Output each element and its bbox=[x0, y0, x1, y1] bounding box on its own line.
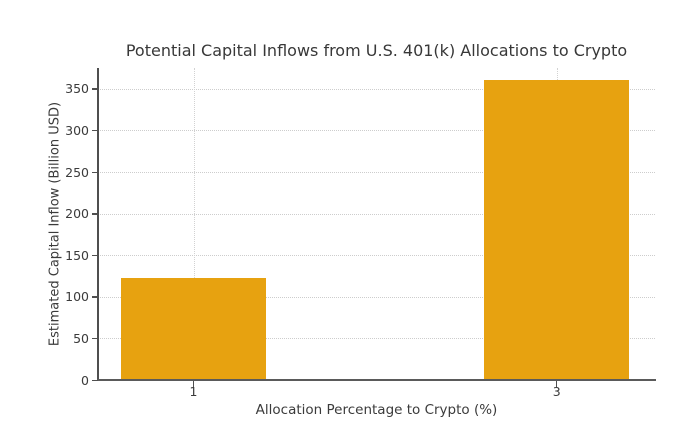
chart-title: Potential Capital Inflows from U.S. 401(… bbox=[125, 41, 628, 60]
x-axis-title: Allocation Percentage to Crypto (%) bbox=[255, 402, 498, 418]
horizontal-gridline bbox=[98, 130, 655, 132]
y-tick-mark bbox=[91, 254, 98, 257]
y-tick-mark bbox=[91, 337, 98, 340]
x-tick-mark bbox=[192, 381, 195, 387]
y-tick-mark bbox=[91, 379, 98, 381]
y-tick-mark bbox=[91, 213, 98, 215]
y-tick-label: 200 bbox=[65, 206, 89, 222]
y-tick-label: 350 bbox=[65, 81, 89, 97]
y-tick-label: 300 bbox=[65, 122, 89, 138]
horizontal-gridline bbox=[98, 296, 655, 298]
bar-1-percent bbox=[120, 278, 267, 380]
y-axis-title: Estimated Capital Inflow (Billion USD) bbox=[47, 101, 63, 347]
y-tick-mark bbox=[91, 171, 98, 173]
y-tick-mark bbox=[91, 296, 98, 298]
horizontal-gridline bbox=[98, 338, 655, 340]
y-tick-label: 100 bbox=[65, 289, 89, 305]
vertical-gridline bbox=[193, 68, 195, 380]
y-tick-label: 0 bbox=[81, 372, 89, 388]
x-tick-label: 3 bbox=[552, 384, 561, 399]
x-tick-label: 1 bbox=[189, 384, 198, 399]
y-tick-label: 150 bbox=[65, 247, 89, 263]
y-tick-mark bbox=[91, 129, 98, 132]
y-tick-label: 50 bbox=[73, 330, 89, 346]
horizontal-gridline bbox=[98, 172, 655, 173]
horizontal-gridline bbox=[98, 255, 655, 257]
plot-area bbox=[98, 68, 655, 380]
horizontal-gridline bbox=[98, 213, 655, 215]
y-tick-label: 250 bbox=[65, 164, 89, 180]
horizontal-gridline bbox=[98, 88, 655, 90]
y-tick-mark bbox=[91, 88, 98, 90]
y-axis-spine bbox=[97, 68, 99, 381]
bar-3-percent bbox=[483, 80, 630, 380]
x-tick-mark bbox=[555, 381, 558, 387]
x-axis-spine bbox=[97, 379, 656, 381]
